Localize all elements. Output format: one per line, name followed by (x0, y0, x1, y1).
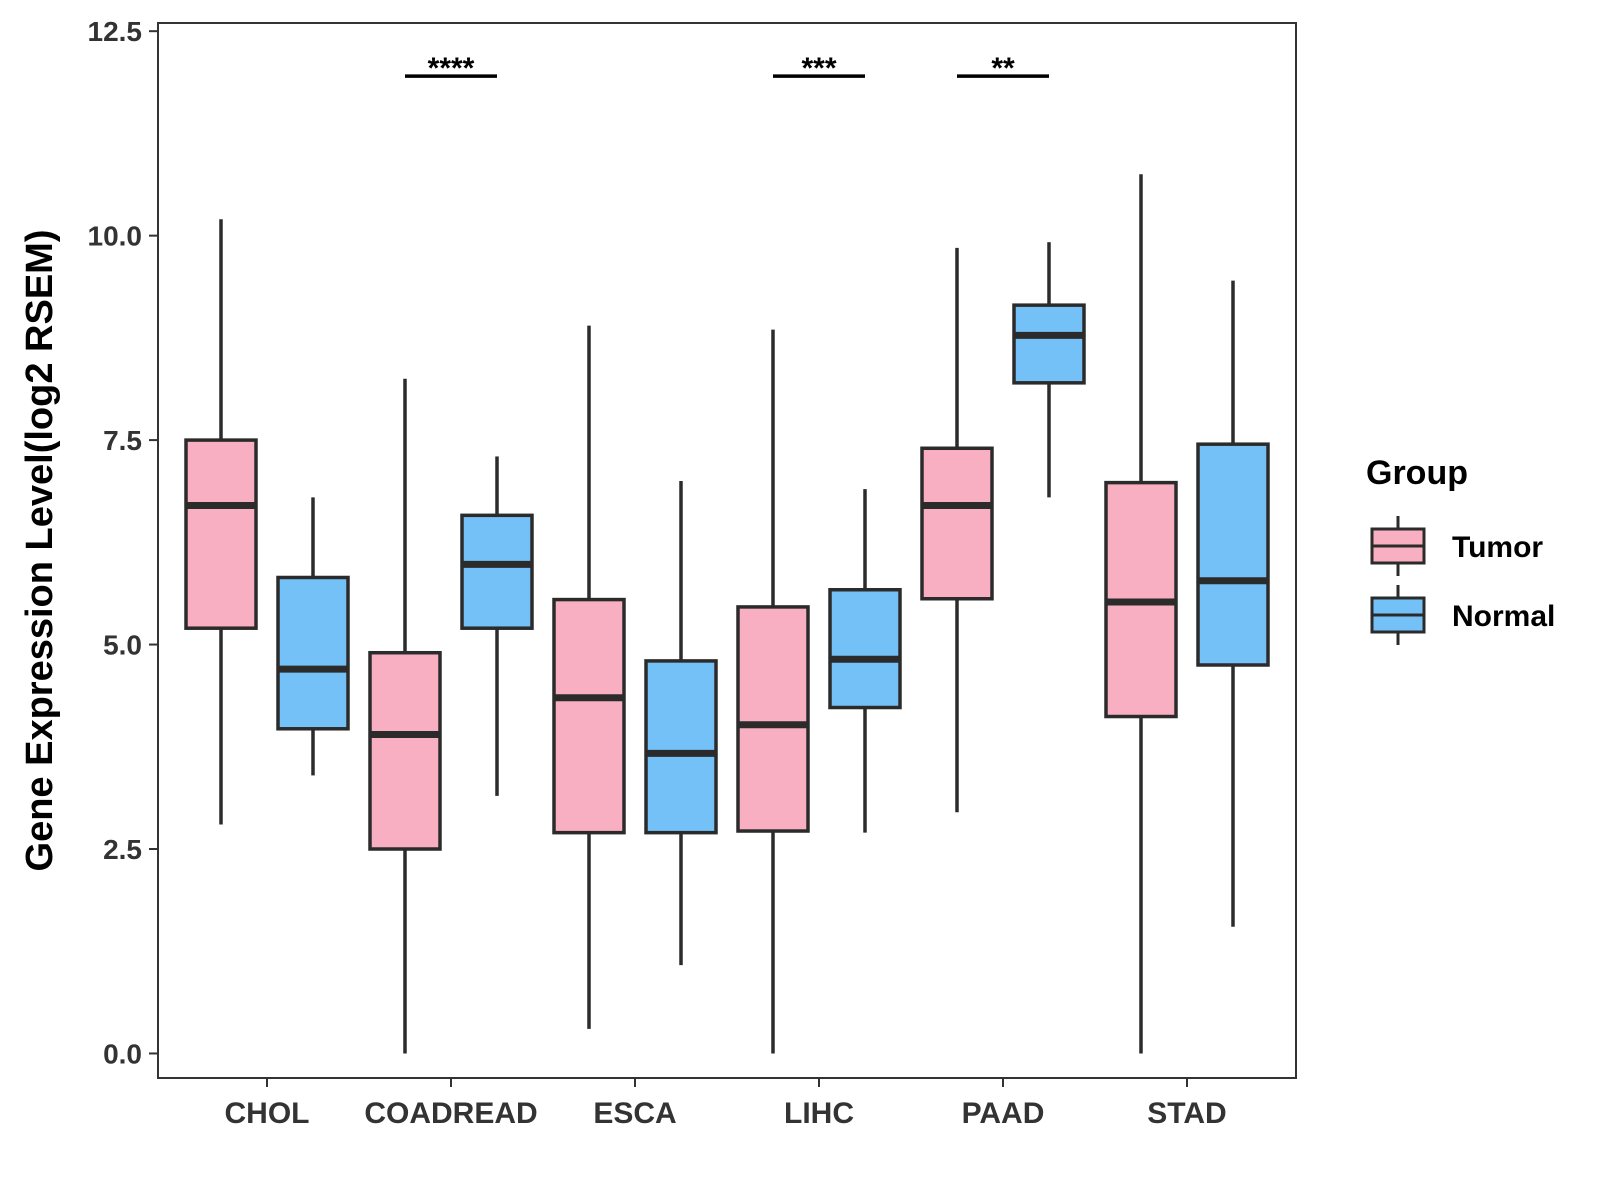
x-tick-label-coadread: COADREAD (364, 1097, 537, 1130)
x-tick-label-paad: PAAD (962, 1097, 1045, 1130)
box-body (460, 513, 534, 630)
box-normal-stad (1196, 280, 1270, 927)
box-tumor-stad (1104, 174, 1178, 1054)
x-tick-label-chol: CHOL (225, 1097, 310, 1130)
x-axis: CHOL COADREAD ESCA LIHC PAAD STAD (225, 1078, 1227, 1130)
significance-label: ** (991, 52, 1015, 85)
box-body (920, 446, 994, 601)
panel-border (157, 22, 1297, 1079)
plot-area (184, 174, 1270, 1054)
y-axis-title: Gene Expression Level(log2 RSEM) (19, 230, 61, 872)
box-body (1196, 442, 1270, 667)
y-tick-label: 12.5 (88, 16, 143, 47)
x-tick-label-lihc: LIHC (784, 1097, 854, 1130)
legend-item-normal: Normal (1370, 585, 1555, 645)
y-tick-label: 5.0 (103, 630, 142, 661)
x-tick-label-stad: STAD (1147, 1097, 1226, 1130)
box-body (736, 605, 810, 833)
y-tick-label: 7.5 (103, 425, 142, 456)
y-tick-label: 10.0 (88, 221, 143, 252)
box-body (644, 659, 718, 835)
box-normal-coadread (460, 456, 534, 796)
box-body (828, 588, 902, 710)
significance-label: *** (801, 52, 836, 85)
box-tumor-esca (552, 325, 626, 1029)
legend-item-tumor: Tumor (1370, 516, 1543, 576)
y-tick-label: 0.0 (103, 1038, 142, 1069)
box-normal-chol (276, 497, 350, 776)
significance-label: **** (428, 52, 475, 85)
y-tick-label: 2.5 (103, 834, 142, 865)
legend: Group Tumor Normal (1366, 454, 1555, 645)
box-normal-lihc (828, 489, 902, 833)
box-body (552, 597, 626, 835)
box-tumor-paad (920, 247, 994, 813)
box-body (276, 575, 350, 731)
significance-annotations: **** *** ** (405, 52, 1049, 85)
legend-label: Tumor (1452, 531, 1543, 564)
y-axis: 0.0 2.5 5.0 7.5 10.0 12.5 (88, 16, 158, 1069)
box-body (368, 650, 442, 851)
legend-label: Normal (1452, 600, 1555, 633)
box-body (184, 438, 258, 630)
legend-title: Group (1366, 454, 1468, 492)
box-normal-paad (1012, 242, 1086, 498)
box-normal-esca (644, 480, 718, 966)
x-tick-label-esca: ESCA (593, 1097, 676, 1130)
box-body (1012, 303, 1086, 385)
box-tumor-coadread (368, 378, 442, 1054)
box-tumor-chol (184, 219, 258, 825)
box-tumor-lihc (736, 329, 810, 1054)
